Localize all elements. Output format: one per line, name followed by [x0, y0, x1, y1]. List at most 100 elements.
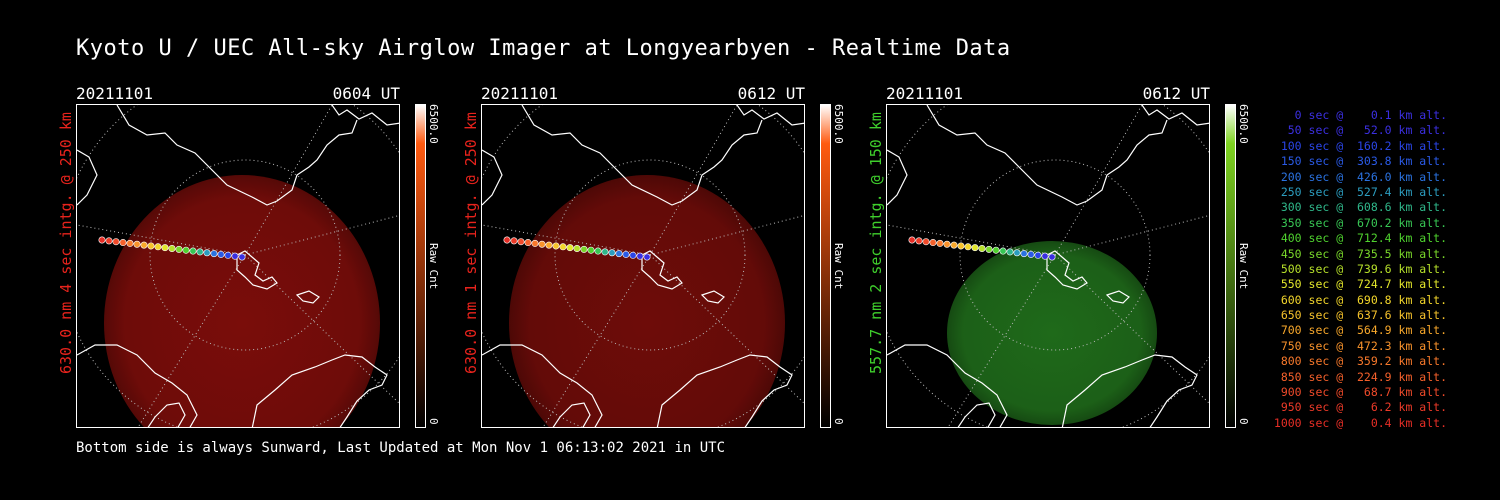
legend-row: 950 sec @ 6.2 km alt.	[1273, 400, 1447, 415]
panel-2-date: 20211101	[481, 84, 559, 103]
legend-row: 600 sec @ 690.8 km alt.	[1273, 292, 1447, 307]
trajectory-point	[929, 239, 937, 247]
trajectory-point	[1048, 253, 1056, 261]
panel-3-side-label: 557.7 nm 2 sec intg. @ 150 km	[867, 112, 885, 374]
panel-3-colorbar-label: Raw Cnt	[1237, 243, 1250, 290]
trajectory-point	[580, 245, 588, 253]
legend-row: 350 sec @ 670.2 km alt.	[1273, 215, 1447, 230]
altitude-legend: 0 sec @ 0.1 km alt. 50 sec @ 52.0 km alt…	[1262, 108, 1447, 431]
graticule	[77, 105, 399, 427]
trajectory-point	[922, 238, 930, 246]
legend-row: 50 sec @ 52.0 km alt.	[1273, 123, 1447, 138]
trajectory-point	[140, 241, 148, 249]
legend-row: 550 sec @ 724.7 km alt.	[1273, 277, 1447, 292]
trajectory-point	[182, 246, 190, 254]
panel-3-colorbar-min: 0	[1237, 418, 1250, 425]
trajectory-point	[133, 240, 141, 248]
trajectory-point	[608, 249, 616, 257]
trajectory-point	[112, 238, 120, 246]
trajectory-point	[964, 243, 972, 251]
legend-row: 650 sec @ 637.6 km alt.	[1273, 308, 1447, 323]
panel-3-colorbar-max: 6500.0	[1237, 104, 1250, 144]
panel-3-colorbar	[1225, 104, 1236, 428]
trajectory-point	[531, 239, 539, 247]
panel-2-colorbar-label: Raw Cnt	[832, 243, 845, 290]
trajectory	[503, 236, 651, 261]
trajectory-point	[566, 244, 574, 252]
panel-1-map	[77, 105, 399, 427]
panel-2-image	[481, 104, 805, 428]
trajectory-point	[950, 241, 958, 249]
legend-row: 700 sec @ 564.9 km alt.	[1273, 323, 1447, 338]
legend-row: 300 sec @ 608.6 km alt.	[1273, 200, 1447, 215]
trajectory-point	[210, 250, 218, 258]
panel-2-colorbar-min: 0	[832, 418, 845, 425]
trajectory-point	[231, 252, 239, 260]
trajectory	[98, 236, 246, 261]
trajectory-point	[503, 236, 511, 244]
trajectory-point	[629, 251, 637, 259]
trajectory-point	[224, 251, 232, 259]
coastline	[482, 105, 804, 427]
trajectory	[908, 236, 1056, 261]
trajectory-point	[1020, 250, 1028, 258]
legend-row: 200 sec @ 426.0 km alt.	[1273, 169, 1447, 184]
legend-row: 800 sec @ 359.2 km alt.	[1273, 354, 1447, 369]
legend-row: 150 sec @ 303.8 km alt.	[1273, 154, 1447, 169]
trajectory-point	[978, 245, 986, 253]
trajectory-point	[552, 242, 560, 250]
trajectory-point	[1006, 248, 1014, 256]
trajectory-point	[545, 241, 553, 249]
trajectory-point	[524, 239, 532, 247]
page-title: Kyoto U / UEC All-sky Airglow Imager at …	[76, 36, 1011, 61]
panel-1-date: 20211101	[76, 84, 154, 103]
trajectory-point	[154, 243, 162, 251]
trajectory-point	[119, 239, 127, 247]
panel-1-colorbar	[415, 104, 426, 428]
panel-3-image	[886, 104, 1210, 428]
trajectory-point	[161, 244, 169, 252]
panel-1-side-label: 630.0 nm 4 sec intg. @ 250 km	[57, 112, 75, 374]
legend-row: 450 sec @ 735.5 km alt.	[1273, 246, 1447, 261]
legend-row: 750 sec @ 472.3 km alt.	[1273, 338, 1447, 353]
trajectory-point	[1034, 251, 1042, 259]
trajectory-point	[189, 247, 197, 255]
trajectory-point	[615, 250, 623, 258]
trajectory-point	[971, 244, 979, 252]
panel-2-side-label: 630.0 nm 1 sec intg. @ 250 km	[462, 112, 480, 374]
panel-1-colorbar-min: 0	[427, 418, 440, 425]
trajectory-point	[510, 237, 518, 245]
airglow-region	[104, 175, 380, 427]
graticule	[482, 105, 804, 427]
trajectory-point	[636, 252, 644, 260]
panel-3-date: 20211101	[886, 84, 964, 103]
trajectory-point	[98, 236, 106, 244]
panel-3-map	[887, 105, 1209, 427]
panel-2-map	[482, 105, 804, 427]
trajectory-point	[1013, 249, 1021, 257]
legend-row: 100 sec @ 160.2 km alt.	[1273, 138, 1447, 153]
legend-row: 900 sec @ 68.7 km alt.	[1273, 385, 1447, 400]
trajectory-point	[1027, 250, 1035, 258]
panel-2-colorbar	[820, 104, 831, 428]
trajectory-point	[601, 248, 609, 256]
panel-1-colorbar-label: Raw Cnt	[427, 243, 440, 290]
trajectory-point	[573, 245, 581, 253]
trajectory-point	[105, 237, 113, 245]
trajectory-point	[999, 247, 1007, 255]
panel-1-colorbar-max: 6500.0	[427, 104, 440, 144]
trajectory-point	[217, 250, 225, 258]
graticule	[887, 105, 1209, 427]
trajectory-point	[538, 240, 546, 248]
coastline	[887, 105, 1209, 427]
legend-row: 0 sec @ 0.1 km alt.	[1273, 108, 1447, 122]
trajectory-point	[168, 245, 176, 253]
trajectory-point	[203, 249, 211, 257]
trajectory-point	[147, 242, 155, 250]
trajectory-point	[992, 246, 1000, 254]
legend-row: 850 sec @ 224.9 km alt.	[1273, 369, 1447, 384]
trajectory-point	[126, 239, 134, 247]
trajectory-point	[985, 245, 993, 253]
trajectory-point	[936, 239, 944, 247]
panel-1-image	[76, 104, 400, 428]
